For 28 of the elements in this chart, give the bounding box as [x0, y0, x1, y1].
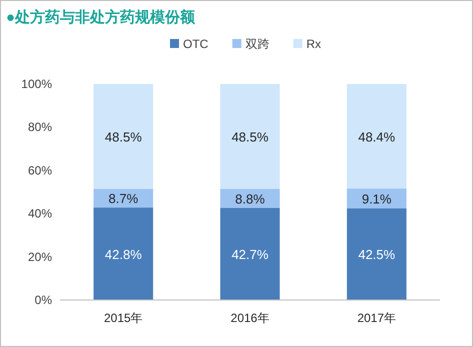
data-label: 42.7%	[232, 246, 269, 262]
x-tick-label: 2017年	[357, 311, 396, 325]
x-tick-label: 2015年	[104, 311, 143, 325]
y-tick-label: 80%	[28, 120, 52, 134]
chart-title: ●处方药与非处方药规模份额	[6, 8, 196, 26]
bar	[220, 84, 280, 189]
data-label: 42.5%	[358, 247, 396, 262]
legend-label: Rx	[306, 37, 322, 51]
y-tick-label: 100%	[21, 77, 52, 91]
data-label: 8.7%	[108, 191, 139, 206]
y-tick-label: 60%	[28, 163, 52, 178]
y-tick-label: 0%	[34, 293, 52, 307]
data-label: 9.1%	[362, 191, 392, 206]
bar	[94, 84, 154, 189]
data-label: 48.5%	[104, 129, 142, 144]
bar	[94, 208, 154, 300]
legend-label: OTC	[183, 37, 209, 51]
data-label: 48.5%	[232, 129, 269, 144]
x-tick-label: 2016年	[230, 311, 270, 325]
data-label: 8.8%	[235, 191, 266, 206]
data-label: 48.4%	[358, 129, 396, 144]
data-label: 42.8%	[104, 246, 142, 262]
bar	[346, 84, 406, 189]
bar	[346, 208, 406, 300]
bar	[220, 208, 280, 300]
y-tick-label: 40%	[28, 206, 52, 221]
legend-label: 双跨	[245, 37, 270, 51]
y-tick-label: 20%	[28, 250, 52, 264]
